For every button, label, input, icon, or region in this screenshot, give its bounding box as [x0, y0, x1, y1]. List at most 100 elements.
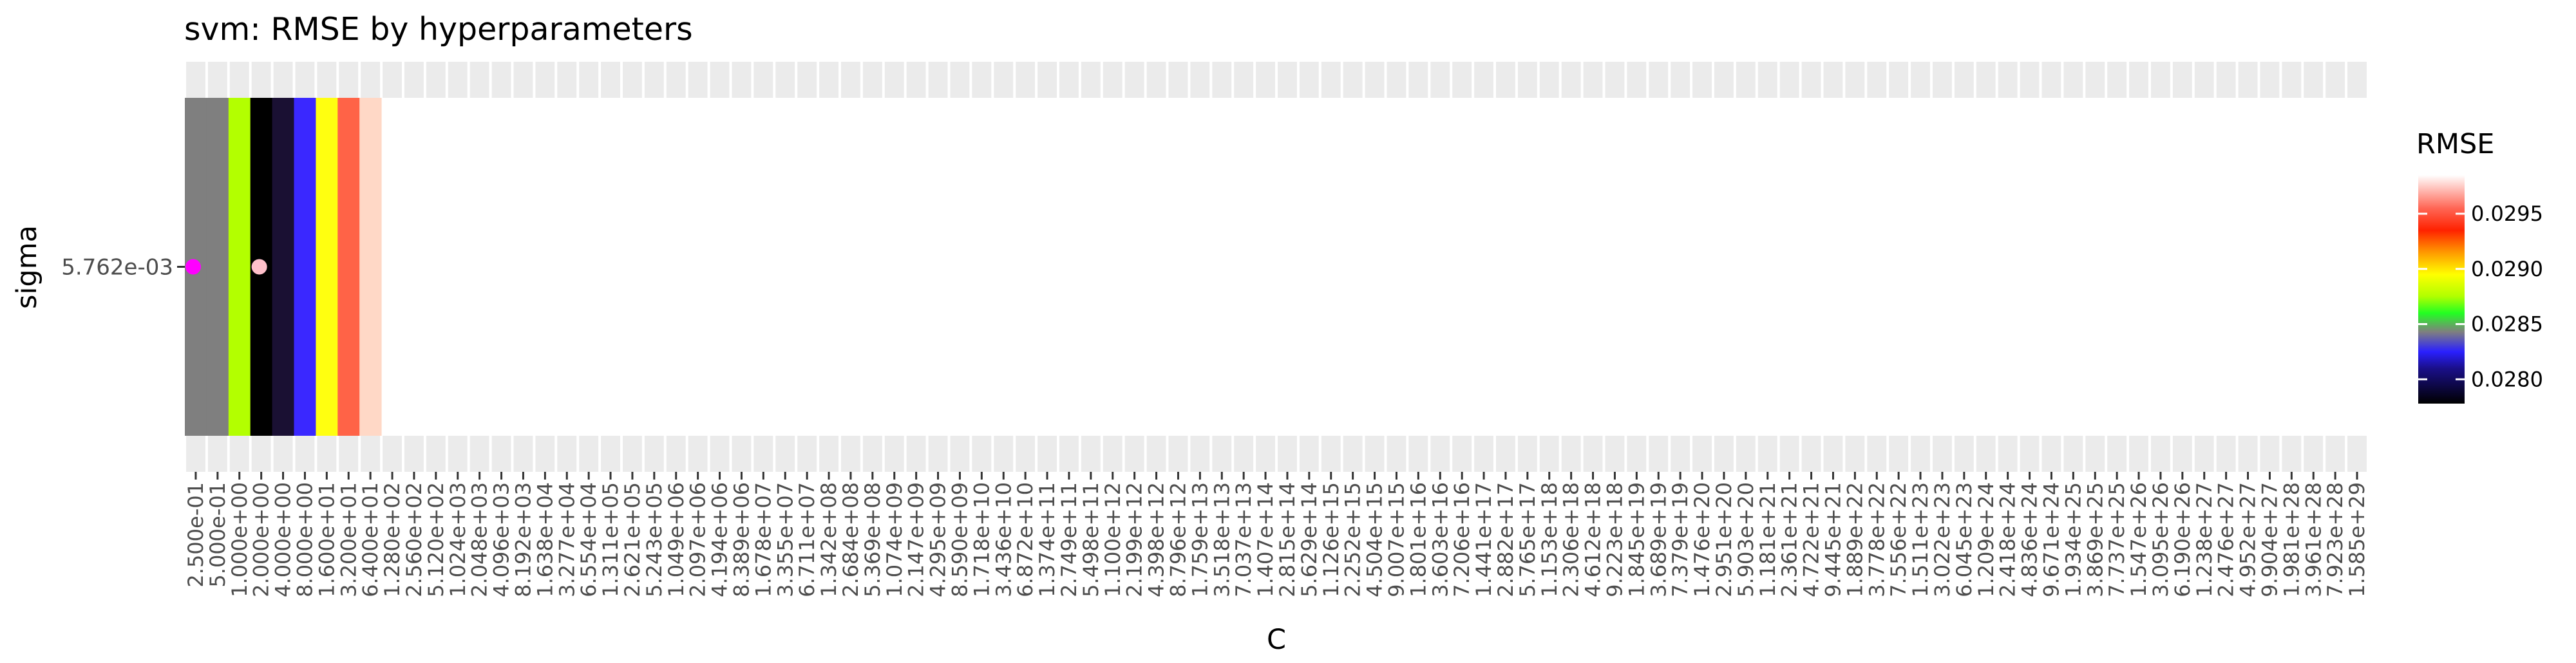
x-tick-label-82: 1.209e+24 [1974, 482, 1998, 597]
heatmap-cell-1-000e-00 [228, 98, 251, 436]
bottom-strip-band-32 [884, 436, 904, 472]
top-strip-band-27 [775, 62, 795, 98]
top-strip-band-82 [1976, 62, 1996, 98]
bottom-strip-band-67 [1649, 436, 1669, 472]
x-tick-label-31: 5.369e+08 [860, 482, 885, 597]
x-tick-label-2: 1.000e+00 [227, 482, 252, 597]
bottom-strip-band-54 [1365, 436, 1385, 472]
highlight-point-2-000e-00 [251, 259, 267, 275]
legend-ticks: 0.0280 0.0285 0.0290 0.0295 [2418, 201, 2543, 391]
bottom-strip-band-40 [1059, 436, 1079, 472]
x-tick-label-6: 1.600e+01 [314, 482, 339, 597]
x-tick-label-76: 1.889e+22 [1842, 482, 1867, 597]
x-tick-label-19: 1.311e+05 [598, 482, 623, 597]
bottom-strip-band-81 [1954, 436, 1974, 472]
x-tick-label-8: 6.400e+01 [358, 482, 383, 597]
top-strip-band-55 [1387, 62, 1406, 98]
top-strip-band-7 [339, 62, 359, 98]
x-tick-label-55: 9.007e+15 [1384, 482, 1408, 597]
bottom-strip-band-98 [2325, 436, 2345, 472]
top-strip-band-81 [1954, 62, 1974, 98]
bottom-strip-band-93 [2216, 436, 2236, 472]
top-strip-band-69 [1692, 62, 1712, 98]
top-strip-band-18 [579, 62, 599, 98]
bottom-strip-band-77 [1867, 436, 1887, 472]
bottom-strip-band-96 [2282, 436, 2302, 472]
top-strip-band-79 [1911, 62, 1930, 98]
x-tick-label-13: 2.048e+03 [468, 482, 492, 597]
bottom-strip-band-24 [710, 436, 730, 472]
chart-title: svm: RMSE by hyperparameters [184, 11, 693, 48]
top-strip-band-73 [1779, 62, 1799, 98]
bottom-strip-band-37 [994, 436, 1014, 472]
top-strip-band-43 [1124, 62, 1144, 98]
top-strip-band-63 [1561, 62, 1581, 98]
bottom-strip-band-23 [688, 436, 708, 472]
top-strip-band-62 [1539, 62, 1559, 98]
x-tick-label-53: 2.252e+15 [1341, 482, 1365, 597]
x-tick-label-93: 2.476e+27 [2214, 482, 2239, 597]
bottom-strip-band-94 [2238, 436, 2258, 472]
bottom-strip-band-3 [251, 436, 271, 472]
top-strip-band-53 [1343, 62, 1363, 98]
x-tick-label-38: 6.872e+10 [1013, 482, 1037, 597]
bottom-strip-band-89 [2129, 436, 2148, 472]
bottom-strip-band-53 [1343, 436, 1363, 472]
top-strip-band-15 [513, 62, 533, 98]
x-tick-label-14: 4.096e+03 [489, 482, 514, 597]
x-tick-label-21: 5.243e+05 [642, 482, 667, 597]
x-tick-label-87: 3.869e+25 [2083, 482, 2107, 597]
bottom-strip-band-1 [207, 436, 227, 472]
top-strip-band-30 [841, 62, 860, 98]
bottom-strip-band-84 [2020, 436, 2040, 472]
top-strip-band-54 [1365, 62, 1385, 98]
bottom-strip-band-11 [426, 436, 446, 472]
x-tick-label-20: 2.621e+05 [620, 482, 645, 597]
x-tick-label-57: 3.603e+16 [1428, 482, 1452, 597]
x-tick-label-50: 2.815e+14 [1275, 482, 1300, 597]
top-strip-band-13 [469, 62, 489, 98]
top-strip-band-22 [666, 62, 686, 98]
top-strip-band-66 [1627, 62, 1647, 98]
x-tick-label-49: 1.407e+14 [1253, 482, 1278, 597]
legend-title: RMSE [2416, 128, 2494, 160]
bottom-strip-band-95 [2260, 436, 2280, 472]
top-strip-band-87 [2085, 62, 2105, 98]
bottom-strip-band-51 [1299, 436, 1319, 472]
top-strip-band-75 [1823, 62, 1843, 98]
bottom-strip-band-76 [1845, 436, 1865, 472]
bottom-strip-band-38 [1016, 436, 1036, 472]
top-strip-band-12 [448, 62, 468, 98]
top-strip-band-68 [1671, 62, 1690, 98]
top-strip-band-99 [2347, 62, 2367, 98]
top-strip-band-8 [361, 62, 381, 98]
bottom-strip-band-69 [1692, 436, 1712, 472]
x-tick-label-54: 4.504e+15 [1363, 482, 1387, 597]
x-tick-label-11: 5.120e+02 [424, 482, 448, 597]
top-strip-band-6 [317, 62, 337, 98]
x-tick-label-69: 1.476e+20 [1690, 482, 1714, 597]
x-tick-label-39: 1.374e+11 [1035, 482, 1059, 597]
top-strip-band-84 [2020, 62, 2040, 98]
bottom-strip-band-52 [1321, 436, 1341, 472]
bottom-strip-band-80 [1933, 436, 1952, 472]
top-strip-band-32 [884, 62, 904, 98]
heatmap-cell-4-000e-00 [272, 98, 294, 436]
heatmap-cell-1-600e-01 [316, 98, 338, 436]
top-strip-band-33 [906, 62, 926, 98]
bottom-strip-band-46 [1190, 436, 1210, 472]
bottom-strip-band-57 [1430, 436, 1450, 472]
x-axis-title: C [1267, 624, 1286, 656]
top-strip-band-67 [1649, 62, 1669, 98]
x-tick-label-26: 1.678e+07 [751, 482, 775, 597]
top-strip-band-90 [2151, 62, 2170, 98]
x-tick-label-24: 4.194e+06 [708, 482, 732, 597]
top-strip-band-34 [928, 62, 948, 98]
bottom-strip-band-14 [491, 436, 511, 472]
bottom-strip [186, 436, 2367, 472]
x-tick-label-44: 4.398e+12 [1144, 482, 1169, 597]
top-strip-band-25 [732, 62, 752, 98]
top-strip-band-47 [1212, 62, 1232, 98]
top-strip-band-71 [1736, 62, 1756, 98]
top-strip-band-41 [1081, 62, 1101, 98]
